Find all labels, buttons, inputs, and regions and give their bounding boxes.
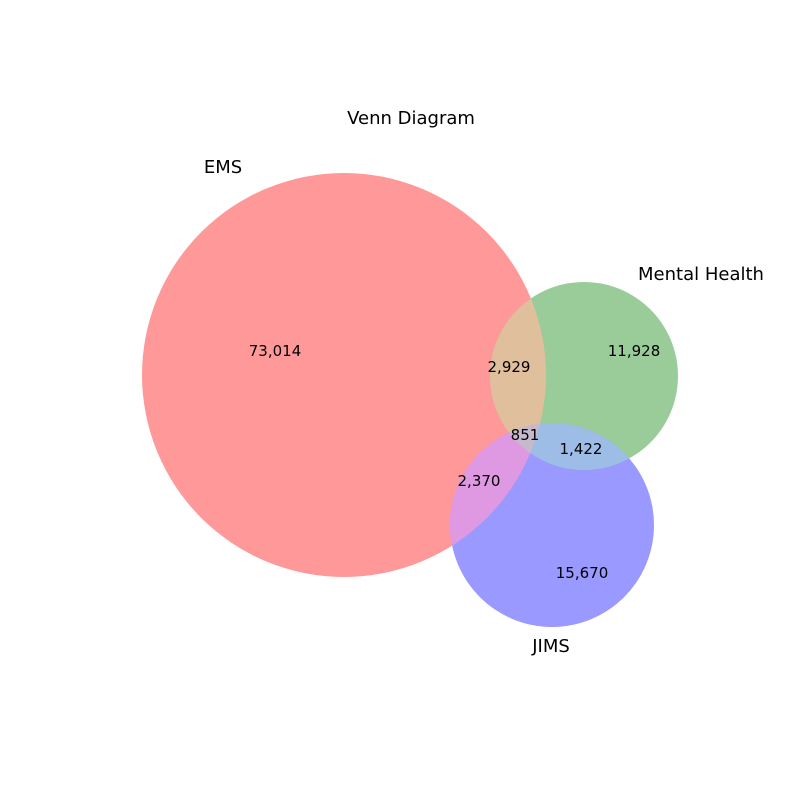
count-ems-jims: 2,370 — [458, 472, 501, 490]
ems-mental-health-overlap — [490, 282, 546, 470]
set-label-jims: JIMS — [531, 636, 570, 657]
ems-circle — [142, 173, 546, 577]
set-label-ems: EMS — [204, 157, 242, 178]
set-label-mental-health: Mental Health — [638, 264, 764, 285]
count-jims-only: 15,670 — [556, 564, 609, 582]
count-ems-only: 73,014 — [249, 342, 302, 360]
count-ems-mental-health: 2,929 — [488, 358, 531, 376]
count-mental-health-jims: 1,422 — [560, 440, 603, 458]
count-all-three: 851 — [511, 426, 540, 444]
diagram-title: Venn Diagram — [347, 108, 475, 129]
count-mental-health-only: 11,928 — [608, 342, 661, 360]
